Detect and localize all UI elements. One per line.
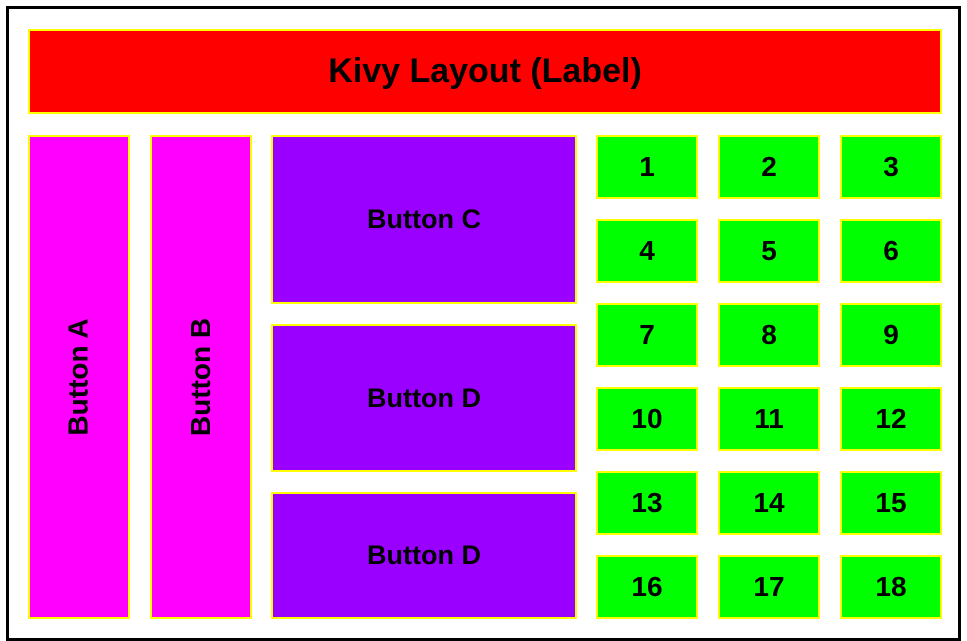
grid-button-label: 17 [753, 571, 785, 602]
grid-button-2[interactable]: 2 [718, 135, 820, 199]
grid-button-label: 14 [753, 487, 785, 518]
grid-button-8[interactable]: 8 [718, 303, 820, 367]
grid-button-3[interactable]: 3 [840, 135, 942, 199]
grid-button-label: 8 [761, 319, 777, 350]
button-a-label: Button A [63, 318, 95, 436]
grid-button-17[interactable]: 17 [718, 555, 820, 619]
title-label: Kivy Layout (Label) [28, 29, 942, 114]
button-b[interactable]: Button B [150, 135, 252, 619]
grid-button-label: 4 [639, 235, 655, 266]
grid-button-label: 5 [761, 235, 777, 266]
grid-button-18[interactable]: 18 [840, 555, 942, 619]
grid-button-11[interactable]: 11 [718, 387, 820, 451]
grid-button-label: 18 [875, 571, 907, 602]
grid-button-label: 7 [639, 319, 655, 350]
grid-button-label: 9 [883, 319, 899, 350]
button-d-second-label: Button D [367, 540, 481, 570]
button-c-label: Button C [367, 204, 481, 234]
grid-button-13[interactable]: 13 [596, 471, 698, 535]
button-c[interactable]: Button C [271, 135, 577, 304]
grid-button-label: 2 [761, 151, 777, 182]
layout-frame: Kivy Layout (Label) Button A Button B Bu… [6, 6, 961, 641]
grid-button-10[interactable]: 10 [596, 387, 698, 451]
grid-button-1[interactable]: 1 [596, 135, 698, 199]
grid-button-6[interactable]: 6 [840, 219, 942, 283]
grid-button-label: 3 [883, 151, 899, 182]
grid-button-9[interactable]: 9 [840, 303, 942, 367]
grid-button-7[interactable]: 7 [596, 303, 698, 367]
grid-button-14[interactable]: 14 [718, 471, 820, 535]
grid-button-4[interactable]: 4 [596, 219, 698, 283]
grid-button-label: 6 [883, 235, 899, 266]
button-d-label: Button D [367, 382, 481, 413]
grid-button-label: 13 [631, 487, 663, 518]
button-d-second[interactable]: Button D [271, 492, 577, 619]
grid-button-15[interactable]: 15 [840, 471, 942, 535]
button-b-label: Button B [185, 317, 216, 437]
button-a[interactable]: Button A [28, 135, 130, 619]
grid-button-label: 10 [631, 403, 663, 434]
grid-button-label: 16 [631, 571, 663, 602]
grid-button-label: 15 [875, 487, 907, 518]
grid-button-5[interactable]: 5 [718, 219, 820, 283]
button-d[interactable]: Button D [271, 324, 577, 472]
grid-button-12[interactable]: 12 [840, 387, 942, 451]
grid-button-label: 1 [639, 151, 655, 182]
grid-button-label: 12 [875, 403, 907, 434]
grid-button-label: 11 [754, 403, 784, 434]
grid-button-16[interactable]: 16 [596, 555, 698, 619]
